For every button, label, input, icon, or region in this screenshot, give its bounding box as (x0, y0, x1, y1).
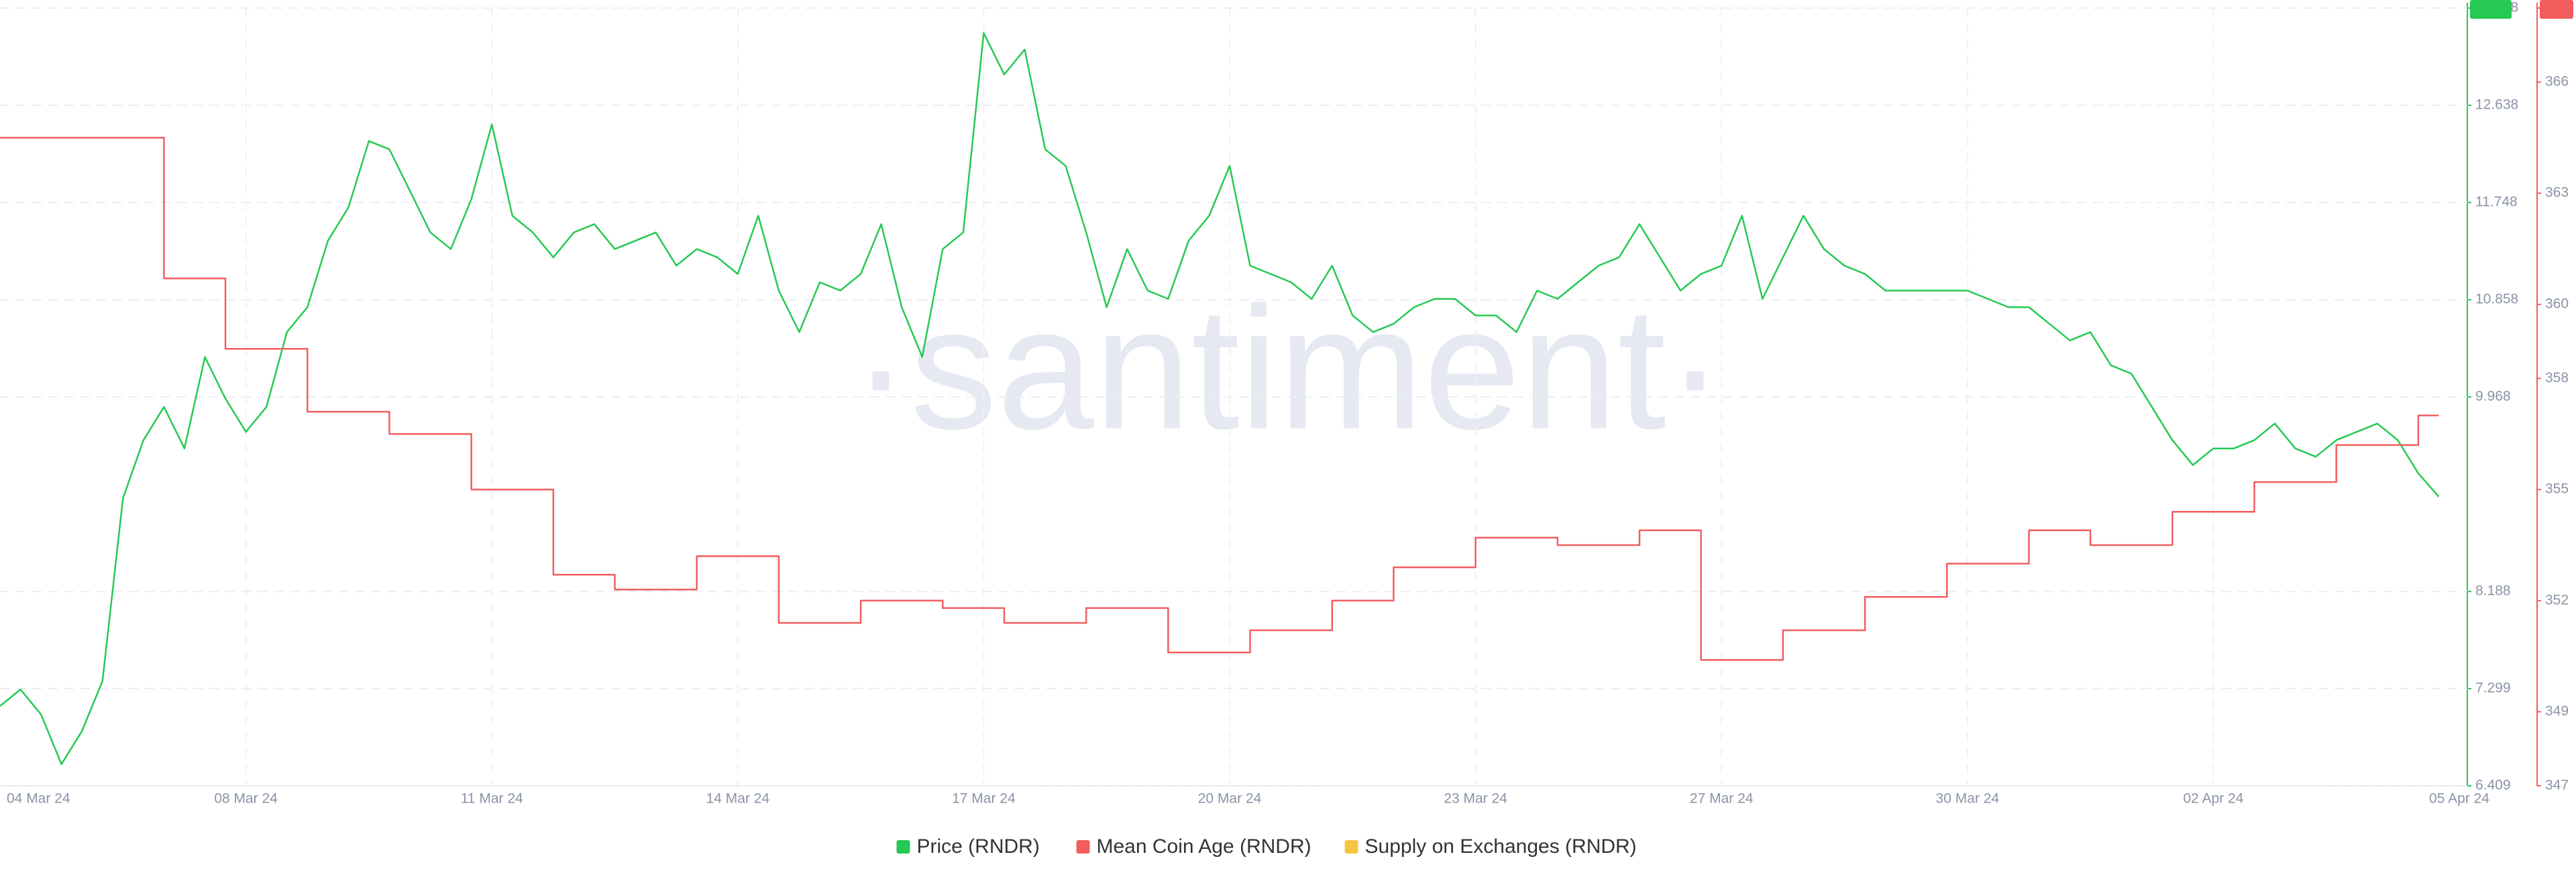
x-tick-label: 23 Mar 24 (1444, 791, 1507, 807)
legend-label: Mean Coin Age (RNDR) (1097, 835, 1311, 858)
y-tick-label: 9.968 (2475, 389, 2511, 404)
y2-tick-label: 352 (2545, 592, 2569, 607)
y2-tick-label: 358 (2545, 370, 2569, 386)
last-value-badge (2540, 0, 2573, 19)
legend-swatch (896, 840, 910, 854)
x-tick-label: 17 Mar 24 (952, 791, 1016, 807)
y-tick-label: 12.638 (2475, 97, 2518, 113)
y-tick-label: 10.858 (2475, 292, 2518, 307)
y2-tick-label: 355 (2545, 481, 2569, 497)
watermark: ·santiment· (852, 272, 1724, 466)
legend-swatch (1076, 840, 1090, 854)
x-tick-label: 20 Mar 24 (1198, 791, 1262, 807)
x-tick-label: 08 Mar 24 (214, 791, 278, 807)
x-tick-label: 05 Apr 24 (2429, 791, 2489, 807)
x-tick-label: 11 Mar 24 (461, 791, 523, 807)
y2-tick-label: 349 (2545, 703, 2569, 719)
y-tick-label: 7.299 (2475, 681, 2511, 696)
legend-label: Price (RNDR) (917, 835, 1040, 858)
y2-tick-label: 347 (2545, 778, 2569, 793)
legend-label: Supply on Exchanges (RNDR) (1365, 835, 1637, 858)
legend-swatch (1344, 840, 1358, 854)
y-tick-label: 8.188 (2475, 583, 2511, 599)
y-tick-label: 6.409 (2475, 778, 2511, 793)
x-tick-label: 27 Mar 24 (1690, 791, 1754, 807)
y-tick-label: 11.748 (2475, 194, 2518, 210)
x-tick-label: 02 Apr 24 (2183, 791, 2243, 807)
x-tick-label: 30 Mar 24 (1936, 791, 2000, 807)
x-tick-label: 14 Mar 24 (706, 791, 770, 807)
last-value-badge (2470, 0, 2512, 19)
y2-tick-label: 366 (2545, 74, 2569, 89)
y2-tick-label: 363 (2545, 185, 2569, 200)
series-line (0, 32, 2440, 765)
x-tick-label: 04 Mar 24 (7, 791, 70, 807)
y2-tick-label: 360 (2545, 296, 2569, 311)
series-line (0, 137, 2439, 661)
